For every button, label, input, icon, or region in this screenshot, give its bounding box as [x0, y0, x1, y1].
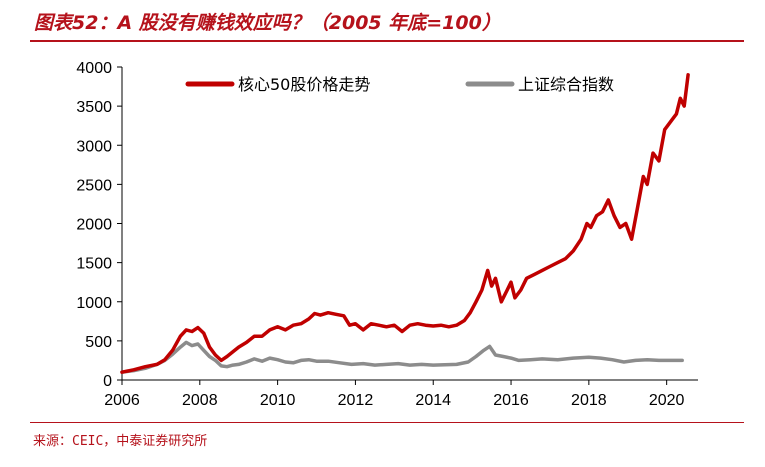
x-tick-label: 2008	[182, 392, 218, 409]
x-tick-label: 2016	[493, 392, 529, 409]
x-tick-label: 2018	[571, 392, 607, 409]
source-rule	[30, 422, 744, 423]
y-tick-label: 3000	[76, 138, 112, 155]
y-tick-label: 500	[85, 334, 112, 351]
legend-label: 核心50股价格走势	[238, 75, 370, 94]
series-line-shanghai-composite	[120, 340, 684, 374]
x-tick-label: 2006	[104, 392, 140, 409]
x-tick-label: 2020	[649, 392, 685, 409]
y-tick-label: 4000	[76, 60, 112, 77]
y-tick-label: 2000	[76, 217, 112, 234]
series-layer	[120, 73, 690, 374]
x-tick-label: 2014	[415, 392, 451, 409]
axes: 0 500 1000 1500 2000 2500 3000 3500 4000 2006 2008…	[76, 60, 698, 409]
chart-title: 图表52：A 股没有赚钱效应吗？（2005 年底=100）	[34, 12, 501, 34]
series-line-core50	[120, 73, 690, 374]
legend: 核心50股价格走势 上证综合指数	[185, 75, 614, 94]
x-tick-label: 2012	[338, 392, 374, 409]
x-tick-label: 2010	[260, 392, 296, 409]
y-tick-label: 1000	[76, 295, 112, 312]
legend-label: 上证综合指数	[518, 75, 614, 94]
source-note: 来源：CEIC，中泰证券研究所	[33, 434, 208, 449]
y-tick-label: 0	[103, 373, 112, 390]
y-tick-label: 3500	[76, 99, 112, 116]
y-tick-label: 1500	[76, 256, 112, 273]
y-tick-label: 2500	[76, 177, 112, 194]
title-rule	[30, 40, 744, 42]
